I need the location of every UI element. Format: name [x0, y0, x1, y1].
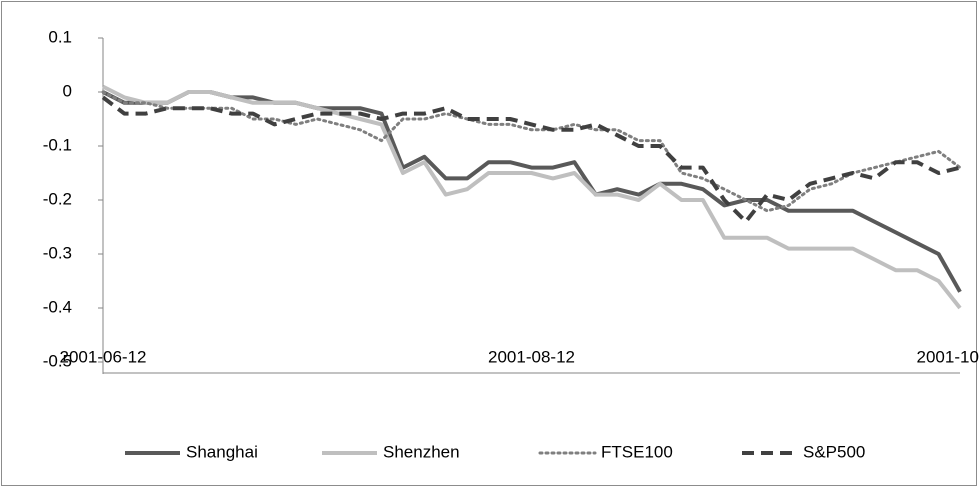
- y-tick-label: -0.1: [43, 135, 72, 154]
- y-tick-label: -0.4: [43, 297, 72, 316]
- series-line: [102, 84, 962, 310]
- y-tick-label: 0: [63, 81, 72, 100]
- series-line: [101, 95, 961, 224]
- y-tick-label: -0.2: [43, 189, 72, 208]
- legend-label: Shenzhen: [383, 442, 460, 461]
- x-tick-label: 2001-08-12: [488, 347, 575, 366]
- series-line: [101, 90, 962, 213]
- y-tick-label: 0.1: [48, 27, 72, 46]
- legend-label: Shanghai: [186, 442, 258, 461]
- legend-label: FTSE100: [601, 442, 673, 461]
- y-tick-label: -0.5: [43, 351, 72, 370]
- series-line: [102, 90, 962, 293]
- legend-label: S&P500: [803, 442, 865, 461]
- y-tick-label: -0.3: [43, 243, 72, 262]
- x-tick-label: 2001-06-12: [60, 347, 147, 366]
- x-tick-label: 2001-10-12: [917, 347, 979, 366]
